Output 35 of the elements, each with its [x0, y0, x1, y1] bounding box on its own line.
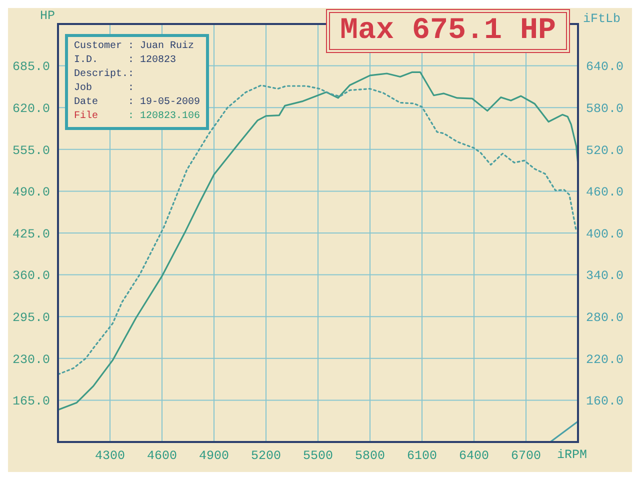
x-tick-label: 6100 [406, 448, 438, 463]
y2-axis-title: iFtLb [583, 12, 621, 26]
x-tick-label: 4600 [146, 448, 178, 463]
y2-tick-label: 280.0 [586, 311, 624, 326]
y-tick-label: 685.0 [12, 60, 50, 74]
annotation: Customer : Juan Ruiz [74, 41, 194, 52]
y2-tick-label: 160.0 [586, 394, 624, 409]
x-tick-label: 5500 [302, 448, 334, 463]
y2-tick-label: 400.0 [586, 227, 624, 242]
y-tick-label: 490.0 [12, 186, 50, 200]
y2-tick-label: 340.0 [586, 269, 624, 284]
x-tick-label: 5200 [250, 448, 282, 463]
y-tick-label: 360.0 [12, 269, 50, 284]
y-tick-label: 165.0 [12, 394, 50, 409]
annotation: Descript.: [74, 69, 134, 80]
y-axis-title: HP [40, 9, 55, 23]
y2-tick-label: 580.0 [586, 102, 624, 116]
x-axis-title: iRPM [557, 448, 588, 462]
y-tick-label: 295.0 [12, 311, 50, 326]
annotation: Max 675.1 HP [340, 14, 556, 48]
y-tick-label: 425.0 [12, 227, 50, 242]
y-tick-label: 230.0 [12, 352, 50, 367]
y-tick-label: 620.0 [12, 102, 50, 116]
y-tick-label: 555.0 [12, 144, 50, 158]
y2-tick-label: 520.0 [586, 144, 624, 158]
y2-tick-label: 640.0 [586, 60, 624, 74]
x-tick-label: 5800 [354, 448, 386, 463]
y2-tick-label: 220.0 [586, 352, 624, 367]
y2-tick-label: 460.0 [586, 186, 624, 200]
text-box: Max 675.1 HP [326, 9, 570, 53]
x-tick-label: 4900 [198, 448, 230, 463]
x-tick-label: 6400 [458, 448, 490, 463]
x-tick-label: 6700 [510, 448, 542, 463]
x-tick-label: 4300 [94, 448, 126, 463]
info-panel: Customer : Juan Ruiz I.D. : 120823 Descript.: Job : Date : 19-05-2009 File : 120823.106 [65, 34, 210, 130]
